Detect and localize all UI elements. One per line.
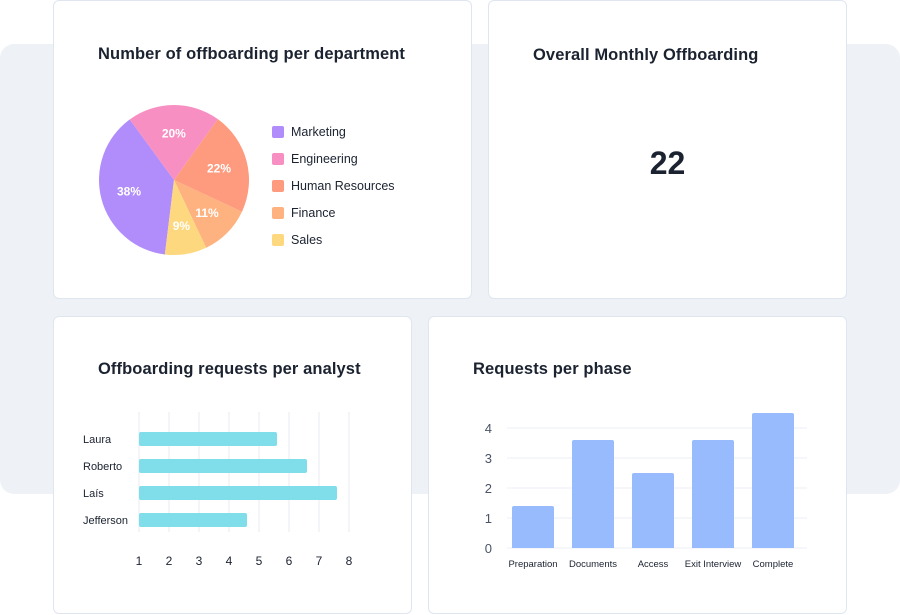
monthly-offboarding-value: 22 <box>649 145 686 181</box>
x-category-label: Exit Interview <box>685 559 742 570</box>
y-tick-label: 4 <box>485 421 492 436</box>
pie-legend: Marketing Engineering Human Resources Finan… <box>272 118 395 253</box>
legend-label: Human Resources <box>291 178 395 193</box>
y-category-label: Jefferson <box>83 515 128 527</box>
pie-slice-marketing <box>98 119 174 255</box>
y-tick-label: 0 <box>485 541 492 556</box>
bar-lais <box>139 486 337 500</box>
legend-swatch <box>272 125 284 138</box>
analyst-bar-chart: 1 2 3 4 5 6 7 8 Laura Roberto Laís Jefferson <box>83 412 353 568</box>
legend-item-finance: Finance <box>272 199 395 226</box>
y-tick-label: 2 <box>485 481 492 496</box>
x-tick-label: 8 <box>346 554 353 568</box>
card-title: Overall Monthly Offboarding <box>533 46 759 64</box>
x-tick-label: 6 <box>286 554 293 568</box>
y-category-label: Roberto <box>83 461 122 473</box>
legend-label: Sales <box>291 232 323 247</box>
pie-slice-human-resources <box>174 119 250 212</box>
legend-swatch <box>272 206 284 219</box>
monthly-offboarding-card: Overall Monthly Offboarding 22 <box>488 0 847 299</box>
bar-preparation <box>512 506 554 548</box>
x-category-label: Access <box>638 559 669 570</box>
pie-label-engineering: 20% <box>162 127 186 141</box>
pie-label-finance: 11% <box>195 206 219 220</box>
x-category-label: Documents <box>569 559 617 570</box>
bar-access <box>632 473 674 548</box>
legend-label: Marketing <box>291 124 346 139</box>
y-tick-label: 1 <box>485 511 492 526</box>
x-tick-label: 4 <box>226 554 233 568</box>
pie-slice-sales <box>164 180 207 255</box>
legend-item-engineering: Engineering <box>272 145 395 172</box>
y-category-label: Laís <box>83 488 104 500</box>
pie-label-marketing: 38% <box>117 185 141 199</box>
x-tick-label: 5 <box>256 554 263 568</box>
x-category-label: Complete <box>753 559 794 570</box>
bar-jefferson <box>139 513 247 527</box>
x-tick-label: 2 <box>166 554 173 568</box>
pie-slice-engineering <box>129 105 218 180</box>
analyst-bar-card: Offboarding requests per analyst 1 2 3 4 5 6 7… <box>53 316 412 614</box>
bar-documents <box>572 440 614 548</box>
y-tick-label: 3 <box>485 451 492 466</box>
legend-label: Engineering <box>291 151 358 166</box>
bar-laura <box>139 432 277 446</box>
pie-label-sales: 9% <box>173 219 191 233</box>
card-title: Offboarding requests per analyst <box>98 360 361 378</box>
legend-item-human-resources: Human Resources <box>272 172 395 199</box>
x-category-label: Preparation <box>508 559 557 570</box>
y-category-label: Laura <box>83 434 112 446</box>
phase-bar-card: Requests per phase 0 1 2 3 4 Preparation Docum… <box>428 316 847 614</box>
legend-item-marketing: Marketing <box>272 118 395 145</box>
legend-swatch <box>272 233 284 246</box>
bar-complete <box>752 413 794 548</box>
legend-item-sales: Sales <box>272 226 395 253</box>
pie-chart: 38% 20% 22% 11% 9% <box>98 105 250 255</box>
legend-swatch <box>272 179 284 192</box>
x-tick-label: 7 <box>316 554 323 568</box>
card-title: Number of offboarding per department <box>98 45 406 63</box>
phase-bar-chart: 0 1 2 3 4 Preparation Documents Access Exit Inte… <box>485 413 807 570</box>
card-title: Requests per phase <box>473 360 632 378</box>
bar-roberto <box>139 459 307 473</box>
pie-slice-finance <box>174 180 242 248</box>
legend-label: Finance <box>291 205 336 220</box>
department-pie-card: Number of offboarding per department 38%… <box>53 0 472 299</box>
x-tick-label: 3 <box>196 554 203 568</box>
x-tick-label: 1 <box>136 554 143 568</box>
legend-swatch <box>272 152 284 165</box>
bar-exit-interview <box>692 440 734 548</box>
pie-label-human-resources: 22% <box>207 161 231 175</box>
